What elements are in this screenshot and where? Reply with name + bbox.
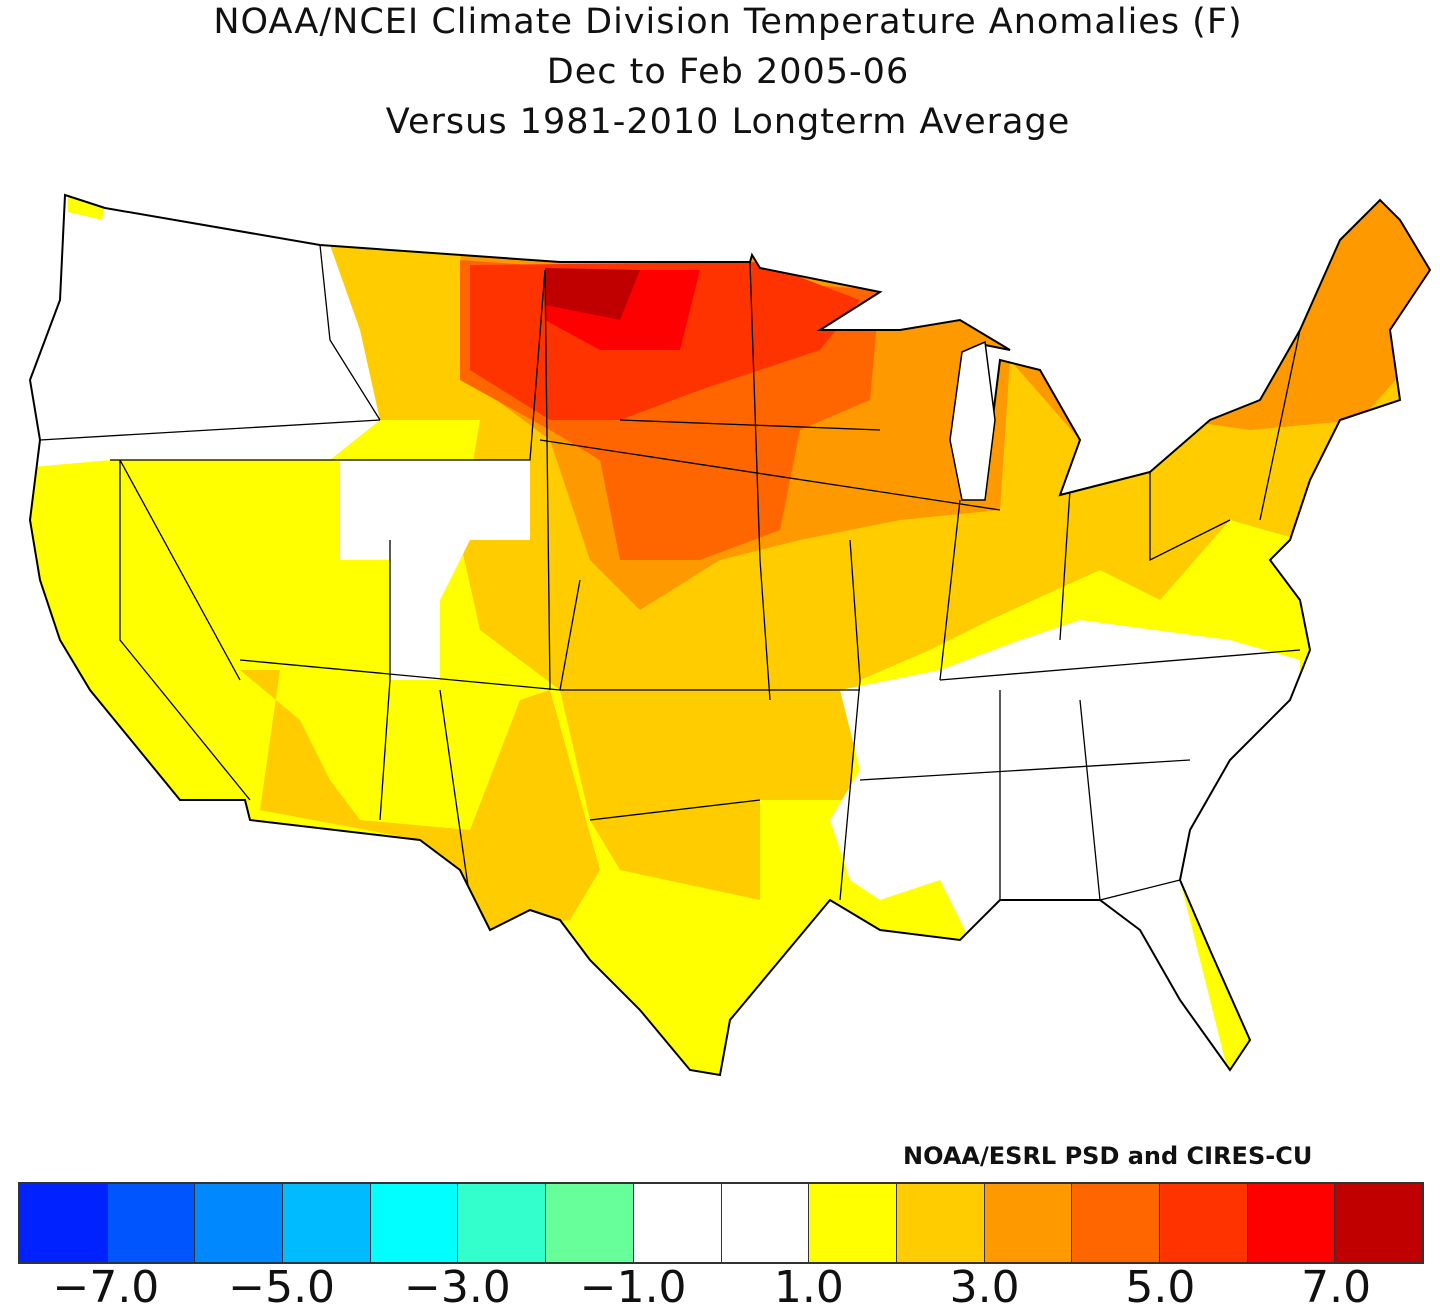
region-southeast xyxy=(830,620,1300,1075)
data-credit: NOAA/ESRL PSD and CIRES-CU xyxy=(903,1142,1313,1170)
legend-tick-label: −3.0 xyxy=(403,1262,511,1313)
state-border xyxy=(39,419,381,441)
color-legend xyxy=(18,1182,1424,1264)
state-border xyxy=(1149,472,1231,562)
state-border xyxy=(939,499,961,681)
legend-bin-5 xyxy=(458,1184,547,1262)
region-great-basin-utah xyxy=(340,460,530,680)
state-border xyxy=(539,439,1001,511)
legend-bin-11 xyxy=(984,1184,1073,1262)
state-border xyxy=(239,659,561,691)
lake-michigan xyxy=(949,340,996,501)
legend-bin-2 xyxy=(195,1184,284,1262)
state-border xyxy=(749,261,771,701)
legend-tick-label: −1.0 xyxy=(579,1262,687,1313)
legend-bin-14 xyxy=(1247,1184,1336,1262)
state-border xyxy=(839,539,861,901)
state-border xyxy=(939,649,1301,681)
region-north-dakota-northwest xyxy=(545,268,640,320)
legend-bin-10 xyxy=(896,1184,985,1262)
state-border xyxy=(559,579,860,691)
state-border xyxy=(1259,329,1301,521)
region-southwest-texas-west xyxy=(240,670,600,930)
legend-bin-4 xyxy=(370,1184,459,1262)
legend-bin-1 xyxy=(107,1184,196,1262)
legend-bin-3 xyxy=(283,1184,371,1262)
map-subtitle-period: Dec to Feb 2005-06 xyxy=(546,52,910,92)
state-border xyxy=(119,459,241,681)
state-border xyxy=(619,419,881,431)
state-border xyxy=(439,689,471,901)
legend-tick-label: 1.0 xyxy=(773,1262,844,1313)
map-title: NOAA/NCEI Climate Division Temperature A… xyxy=(213,2,1243,42)
legend-tick-label: 3.0 xyxy=(949,1262,1020,1313)
legend-bin-0 xyxy=(20,1184,108,1262)
state-border xyxy=(544,269,551,691)
us-outline xyxy=(28,193,1432,1077)
state-border xyxy=(859,759,1191,781)
legend-bin-8 xyxy=(721,1184,810,1262)
map-subtitle-baseline: Versus 1981-2010 Longterm Average xyxy=(385,102,1071,142)
legend-tick-label: 5.0 xyxy=(1125,1262,1196,1313)
region-pacific-northwest xyxy=(30,195,380,470)
legend-bin-12 xyxy=(1072,1184,1160,1262)
legend-bin-9 xyxy=(809,1184,897,1262)
legend-tick-label: −7.0 xyxy=(52,1262,160,1313)
state-border xyxy=(319,244,381,421)
legend-bin-13 xyxy=(1159,1184,1248,1262)
legend-bin-7 xyxy=(633,1184,722,1262)
state-border xyxy=(379,540,391,821)
state-border xyxy=(589,799,761,821)
legend-tick-label: −5.0 xyxy=(228,1262,336,1313)
state-border xyxy=(110,269,546,461)
us-climate-division-map xyxy=(28,193,1432,1077)
legend-tick-label: 7.0 xyxy=(1301,1262,1372,1313)
state-border xyxy=(1059,489,1071,641)
state-border xyxy=(119,460,251,801)
legend-bin-15 xyxy=(1335,1184,1422,1262)
legend-bin-6 xyxy=(546,1184,634,1262)
